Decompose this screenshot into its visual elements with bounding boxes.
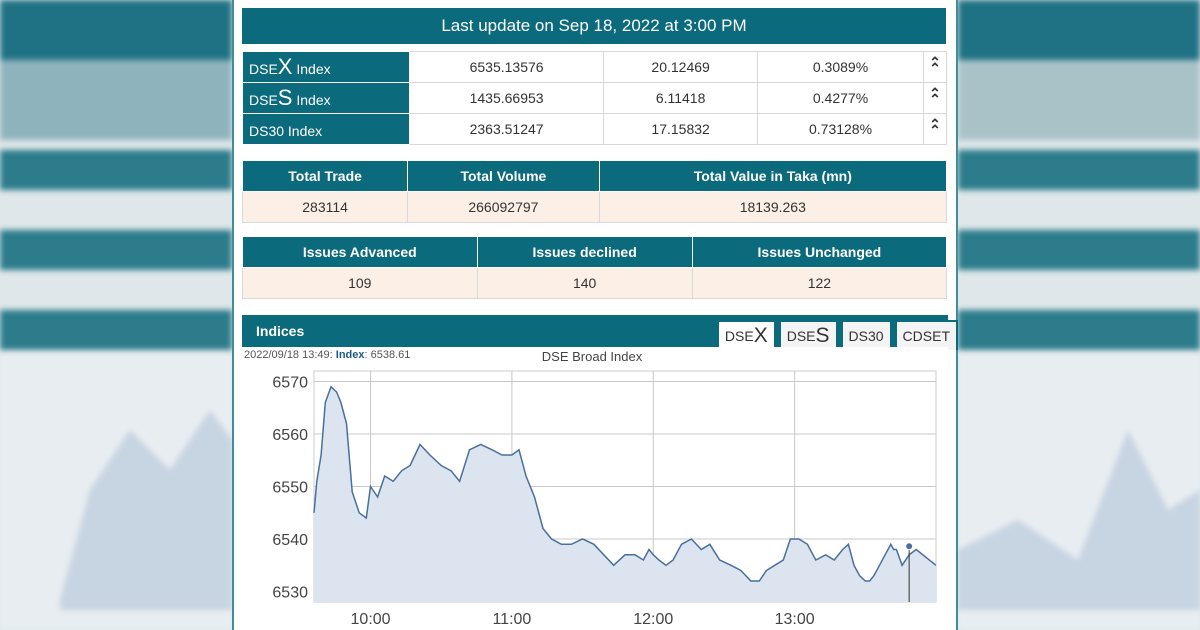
- x-tick-label: 10:00: [351, 611, 391, 628]
- index-name[interactable]: DSES Index: [242, 82, 410, 114]
- up-arrow-icon: ⌃ ⌃: [923, 51, 947, 83]
- y-tick-label: 6540: [272, 532, 308, 549]
- tab-dsex[interactable]: DSE X: [716, 320, 776, 350]
- index-value: 2363.51247: [408, 113, 605, 145]
- tab-label-letter: X: [753, 324, 768, 347]
- issues-advanced-value: 109: [242, 267, 478, 299]
- total-trade-header: Total Trade: [241, 160, 409, 192]
- indices-title: Indices: [256, 323, 305, 339]
- total-trade-value: 283114: [241, 191, 409, 223]
- trade-stats-table: Total Trade Total Volume Total Value in …: [241, 160, 948, 223]
- tab-label: DS30: [848, 328, 884, 344]
- last-update-text: Last update on Sep 18, 2022 at 3:00 PM: [441, 16, 747, 35]
- total-value-header: Total Value in Taka (mn): [598, 160, 948, 192]
- index-percent: 0.4277%: [757, 82, 924, 114]
- index-name-prefix: DS30 Index: [249, 123, 323, 139]
- background-left: [0, 0, 232, 630]
- index-row[interactable]: DS30 Index 2363.51247 17.15832 0.73128% ⌃ ⌃: [242, 113, 947, 145]
- tab-cdset[interactable]: CDSET: [894, 320, 958, 350]
- tab-label: DSE: [786, 328, 816, 344]
- hover-point: [905, 542, 914, 551]
- index-row[interactable]: DSEX Index 6535.13576 20.12469 0.3089% ⌃ ⌃: [242, 51, 947, 83]
- x-tick-label: 12:00: [633, 611, 673, 628]
- x-tick-label: 11:00: [492, 611, 531, 628]
- index-name[interactable]: DSEX Index: [242, 51, 410, 83]
- index-name[interactable]: DS30 Index: [242, 113, 410, 145]
- issues-declined-header: Issues declined: [476, 236, 693, 268]
- y-tick-label: 6530: [272, 585, 308, 602]
- last-update-banner: Last update on Sep 18, 2022 at 3:00 PM: [242, 8, 946, 44]
- tab-label: DSE: [724, 328, 754, 344]
- total-volume-value: 266092797: [407, 191, 600, 223]
- tab-ds30[interactable]: DS30: [840, 320, 892, 350]
- y-tick-label: 6570: [272, 375, 308, 392]
- y-tick-label: 6550: [272, 480, 308, 497]
- index-change: 17.15832: [603, 113, 759, 145]
- index-name-prefix: DSE: [249, 92, 278, 108]
- index-row[interactable]: DSES Index 1435.66953 6.11418 0.4277% ⌃ ⌃: [242, 82, 947, 114]
- index-change: 6.11418: [603, 82, 759, 114]
- chart-tooltip-info: 2022/09/18 13:49: Index: 6538.61: [244, 349, 411, 361]
- issue-stats-table: Issues Advanced Issues declined Issues U…: [242, 236, 948, 299]
- index-tabs: DSE X DSE S DS30 CDSET: [716, 320, 958, 350]
- tab-dses[interactable]: DSE S: [778, 320, 838, 350]
- chart-timestamp: 2022/09/18 13:49:: [244, 349, 333, 361]
- index-name-suffix: Index: [292, 92, 331, 108]
- series-area: [314, 386, 936, 602]
- index-chart: 6530 6540 6550 6560 6570 10:00 11:00 12:00 13:00…: [242, 347, 948, 630]
- chart-index-label: Index: [335, 349, 365, 361]
- tab-label: CDSET: [902, 328, 950, 344]
- issues-declined-value: 140: [476, 267, 693, 299]
- index-name-suffix: Index: [292, 61, 331, 77]
- index-name-letter: X: [277, 54, 293, 79]
- index-chart-svg: 6530 6540 6550 6560 6570 10:00 11:00 12:00 13:00: [242, 347, 948, 630]
- index-summary-table: DSEX Index 6535.13576 20.12469 0.3089% ⌃ ⌃ DSE…: [242, 51, 947, 145]
- up-arrow-icon: ⌃ ⌃: [923, 82, 947, 114]
- y-tick-label: 6560: [272, 427, 308, 444]
- x-tick-label: 13:00: [775, 611, 815, 628]
- up-arrow-icon: ⌃ ⌃: [923, 113, 947, 145]
- index-name-prefix: DSE: [249, 61, 278, 77]
- index-percent: 0.73128%: [757, 113, 924, 145]
- indices-header: Indices DSE X DSE S DS30 CDSET: [242, 315, 958, 350]
- background-right: [958, 0, 1200, 630]
- index-change: 20.12469: [603, 51, 759, 83]
- chart-index-value: 6538.61: [370, 349, 411, 361]
- index-value: 1435.66953: [408, 82, 605, 114]
- series-line: [313, 385, 937, 582]
- chart-title: DSE Broad Index: [541, 349, 643, 364]
- index-percent: 0.3089%: [757, 51, 924, 83]
- total-volume-header: Total Volume: [407, 160, 600, 192]
- total-value-value: 18139.263: [598, 191, 948, 223]
- issues-unchanged-header: Issues Unchanged: [691, 236, 948, 268]
- index-value: 6535.13576: [408, 51, 605, 83]
- tab-label-letter: S: [815, 324, 830, 347]
- index-name-letter: S: [277, 85, 293, 110]
- issues-advanced-header: Issues Advanced: [242, 236, 478, 268]
- issues-unchanged-value: 122: [691, 267, 948, 299]
- market-summary-panel: Last update on Sep 18, 2022 at 3:00 PM D…: [232, 0, 958, 630]
